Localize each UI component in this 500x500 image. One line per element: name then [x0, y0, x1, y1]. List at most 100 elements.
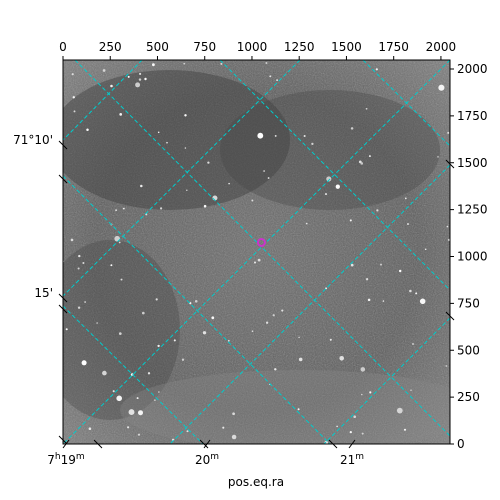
- star: [184, 147, 187, 149]
- star: [362, 369, 365, 372]
- star: [446, 225, 449, 228]
- star: [407, 223, 409, 225]
- grid-line: [323, 317, 450, 444]
- star: [360, 162, 364, 165]
- right-tick-label: 1000: [457, 250, 488, 264]
- star: [203, 204, 207, 208]
- star: [181, 358, 185, 361]
- star: [267, 177, 270, 179]
- top-tick-label: 1000: [237, 40, 268, 54]
- world-tick-mark: [93, 439, 103, 449]
- star: [325, 287, 328, 290]
- image-area: [63, 60, 450, 444]
- ra-tick-label: 21m: [340, 452, 364, 467]
- ra-tick-label: 7h19m: [47, 452, 84, 467]
- star: [158, 391, 160, 393]
- star: [438, 84, 445, 91]
- star: [186, 430, 189, 433]
- grid-line: [63, 60, 143, 141]
- dec-tick-label: 71°10': [13, 133, 53, 147]
- star: [118, 241, 121, 244]
- right-tick-label: 1500: [457, 156, 488, 170]
- star: [144, 77, 147, 81]
- star: [122, 207, 125, 210]
- world-tick-mark: [445, 159, 455, 169]
- grid-line: [219, 60, 450, 291]
- star: [369, 391, 372, 394]
- star: [329, 338, 332, 341]
- star: [72, 96, 75, 99]
- star: [184, 114, 187, 117]
- star: [207, 161, 210, 164]
- top-tick-label: 2000: [426, 40, 457, 54]
- star: [202, 331, 207, 335]
- right-tick-label: 500: [457, 343, 480, 357]
- star: [326, 176, 332, 182]
- star: [119, 113, 123, 116]
- star: [222, 426, 225, 429]
- ra-tick-mark: [62, 439, 70, 449]
- grid-line: [63, 60, 301, 297]
- dec-axis: 71°10' 15': [13, 133, 455, 449]
- ra-tick-mark: [348, 439, 356, 449]
- star: [424, 248, 427, 250]
- star: [77, 306, 81, 309]
- right-tick-label: 250: [457, 390, 480, 404]
- world-tick-mark: [199, 439, 209, 449]
- star: [349, 430, 352, 434]
- star: [152, 63, 155, 67]
- world-tick-mark: [445, 311, 455, 321]
- dec-tick-mark: [58, 140, 68, 150]
- star: [375, 68, 378, 71]
- star: [139, 72, 142, 75]
- star: [116, 395, 123, 402]
- star: [228, 182, 230, 185]
- right-tick-label: 750: [457, 296, 480, 310]
- star: [311, 142, 314, 146]
- star: [88, 427, 92, 431]
- grid-line: [74, 60, 450, 437]
- star: [324, 193, 328, 196]
- ra-axis: 7h19m 20m 21m: [47, 439, 364, 467]
- star: [141, 311, 145, 315]
- star: [305, 222, 308, 225]
- star: [159, 207, 163, 210]
- star: [274, 368, 277, 371]
- star: [263, 170, 265, 172]
- star: [138, 410, 143, 416]
- star: [380, 263, 382, 266]
- top-tick-label: 0: [59, 40, 67, 54]
- grid-line: [63, 175, 331, 444]
- star: [155, 298, 158, 301]
- star: [361, 393, 363, 396]
- star: [404, 197, 407, 200]
- top-tick-label: 1750: [378, 40, 409, 54]
- star: [335, 184, 340, 189]
- star: [274, 134, 277, 137]
- star: [353, 415, 357, 419]
- dec-tick-label: 15': [34, 286, 53, 300]
- star: [251, 199, 254, 202]
- star: [81, 360, 87, 366]
- star: [447, 131, 450, 134]
- star: [410, 389, 412, 392]
- top-tick-label: 500: [146, 40, 169, 54]
- star: [350, 127, 354, 130]
- star: [154, 399, 156, 401]
- star: [166, 141, 168, 144]
- star: [96, 322, 98, 324]
- top-tick-label: 1250: [284, 40, 315, 54]
- star: [382, 300, 385, 302]
- star: [227, 339, 230, 342]
- right-tick-label: 0: [457, 437, 465, 451]
- star: [82, 261, 85, 265]
- star: [135, 82, 141, 88]
- star: [127, 75, 130, 78]
- star: [349, 219, 352, 222]
- star: [136, 397, 139, 400]
- star: [336, 425, 338, 428]
- star: [110, 84, 113, 88]
- world-tick-mark: [58, 174, 68, 184]
- star: [257, 258, 261, 262]
